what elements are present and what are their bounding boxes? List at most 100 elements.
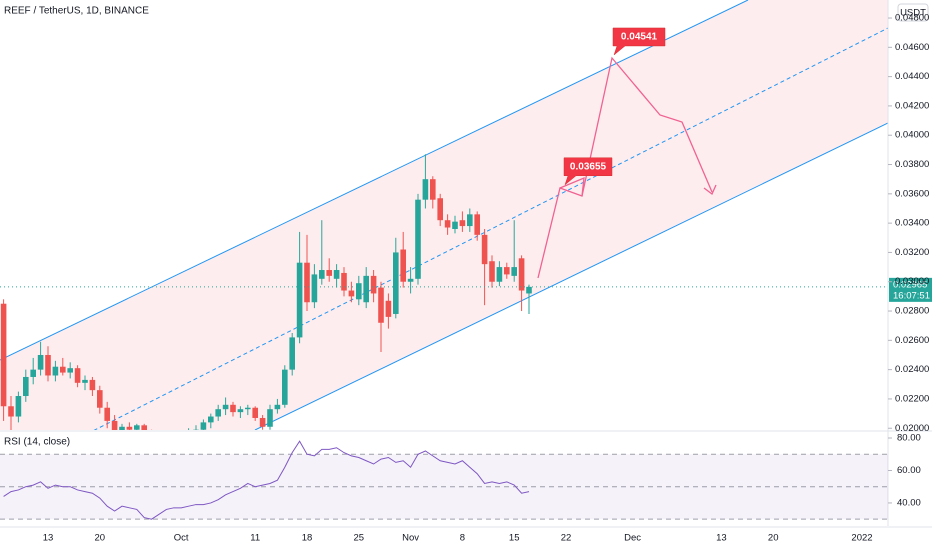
candle-body xyxy=(52,366,59,376)
candle-body xyxy=(208,416,214,423)
x-tick-label: 15 xyxy=(509,533,520,544)
candle-body xyxy=(237,409,244,413)
candle-body xyxy=(97,390,103,408)
candle-body xyxy=(23,376,29,397)
candle-body xyxy=(74,368,81,383)
x-tick-label: 20 xyxy=(768,533,779,544)
annotation-box xyxy=(612,27,666,56)
candle-body xyxy=(430,179,436,200)
channel-fill xyxy=(0,0,888,430)
x-tick-label: 18 xyxy=(302,533,313,544)
candle-body xyxy=(289,337,295,370)
candle-body xyxy=(356,283,362,300)
x-tick-label: 8 xyxy=(460,533,465,544)
currency: USDT xyxy=(900,8,926,19)
candle-body xyxy=(526,286,532,294)
y-tick-label: 0.04200 xyxy=(895,100,929,111)
candle-body xyxy=(437,198,443,221)
rsi-plot xyxy=(0,440,888,520)
candle-body xyxy=(474,214,480,235)
y-tick-label: 0.03200 xyxy=(895,247,929,258)
projection-path xyxy=(559,176,585,197)
chart-title: REEF / TetherUS, 1D, BINANCE xyxy=(4,6,149,17)
y-tick-label: 0.03800 xyxy=(895,159,929,170)
candle-body xyxy=(259,417,266,427)
x-tick-label: 20 xyxy=(95,533,106,544)
last-price: 0.02965 xyxy=(893,279,927,290)
y-tick-label: 0.04000 xyxy=(895,130,929,141)
candle-body xyxy=(45,354,51,376)
candle-body xyxy=(200,422,207,430)
y-tick-label: 0.04800 xyxy=(895,13,929,24)
candle-body xyxy=(215,409,221,417)
candle-body xyxy=(452,221,458,229)
x-tick-label: Oct xyxy=(174,533,189,544)
candle-body xyxy=(111,420,118,430)
candle-body xyxy=(0,303,7,407)
candle-body xyxy=(370,275,377,294)
candle-body xyxy=(282,369,288,405)
countdown: 16:07:51 xyxy=(893,290,930,301)
candle-body xyxy=(459,220,466,227)
candle-body xyxy=(385,300,392,317)
currency-box xyxy=(897,3,929,22)
candle-body xyxy=(481,234,488,265)
candle-body xyxy=(304,262,310,303)
y-tick-label: 0.03400 xyxy=(895,218,929,229)
y-tick-label: 0.02200 xyxy=(895,393,929,404)
candle-body xyxy=(222,404,229,410)
candle-body xyxy=(348,290,355,297)
candle-body xyxy=(444,220,451,228)
candle-body xyxy=(422,179,429,200)
x-tick-label: 11 xyxy=(250,533,260,544)
candle-body xyxy=(126,426,133,430)
candle-body xyxy=(363,275,369,303)
y-tick-label: 40.00 xyxy=(897,497,921,508)
candle-body xyxy=(311,274,318,303)
annotation-box xyxy=(563,157,613,186)
candle-body xyxy=(415,199,421,279)
rsi-line xyxy=(3,440,530,520)
candle-body xyxy=(37,354,44,370)
candle-body xyxy=(341,272,347,291)
channel xyxy=(0,0,888,430)
candle-body xyxy=(193,429,199,430)
candle-body xyxy=(267,409,273,427)
candle-body xyxy=(496,267,503,282)
x-tick-label: Nov xyxy=(402,533,419,544)
candle-body xyxy=(393,252,399,314)
candle-body xyxy=(407,278,414,282)
x-tick-label: 22 xyxy=(561,533,572,544)
y-tick-label: 0.02800 xyxy=(895,306,929,317)
candle-body xyxy=(67,368,73,373)
y-tick-label: 0.04600 xyxy=(895,42,929,53)
candle-body xyxy=(489,261,495,282)
y-tick-label: 60.00 xyxy=(897,465,921,476)
y-tick-label: 0.02600 xyxy=(895,335,929,346)
candle-body xyxy=(141,425,147,430)
y-tick-label: 0.03000 xyxy=(895,276,929,287)
last-price-box xyxy=(889,277,932,302)
candle-body xyxy=(89,379,96,391)
x-tick-label: 13 xyxy=(43,533,54,544)
candle-body xyxy=(104,407,110,421)
y-tick-label: 0.03600 xyxy=(895,188,929,199)
candle-body xyxy=(400,249,406,282)
candle-body xyxy=(333,270,340,279)
annotation-label: 0.03655 xyxy=(570,161,607,172)
candle-body xyxy=(230,404,236,413)
y-tick-label: 0.04400 xyxy=(895,71,929,82)
candle-body xyxy=(319,270,325,279)
rsi-title: RSI (14, close) xyxy=(4,437,70,448)
x-tick-label: 2022 xyxy=(851,533,872,544)
candle-body xyxy=(326,270,332,276)
candle-body xyxy=(511,267,517,276)
candle-body xyxy=(504,267,510,275)
rsi-panel xyxy=(0,440,888,520)
candle-body xyxy=(296,262,303,338)
candle-body xyxy=(60,366,66,373)
candle-body xyxy=(8,406,14,417)
candle-body xyxy=(252,407,258,418)
